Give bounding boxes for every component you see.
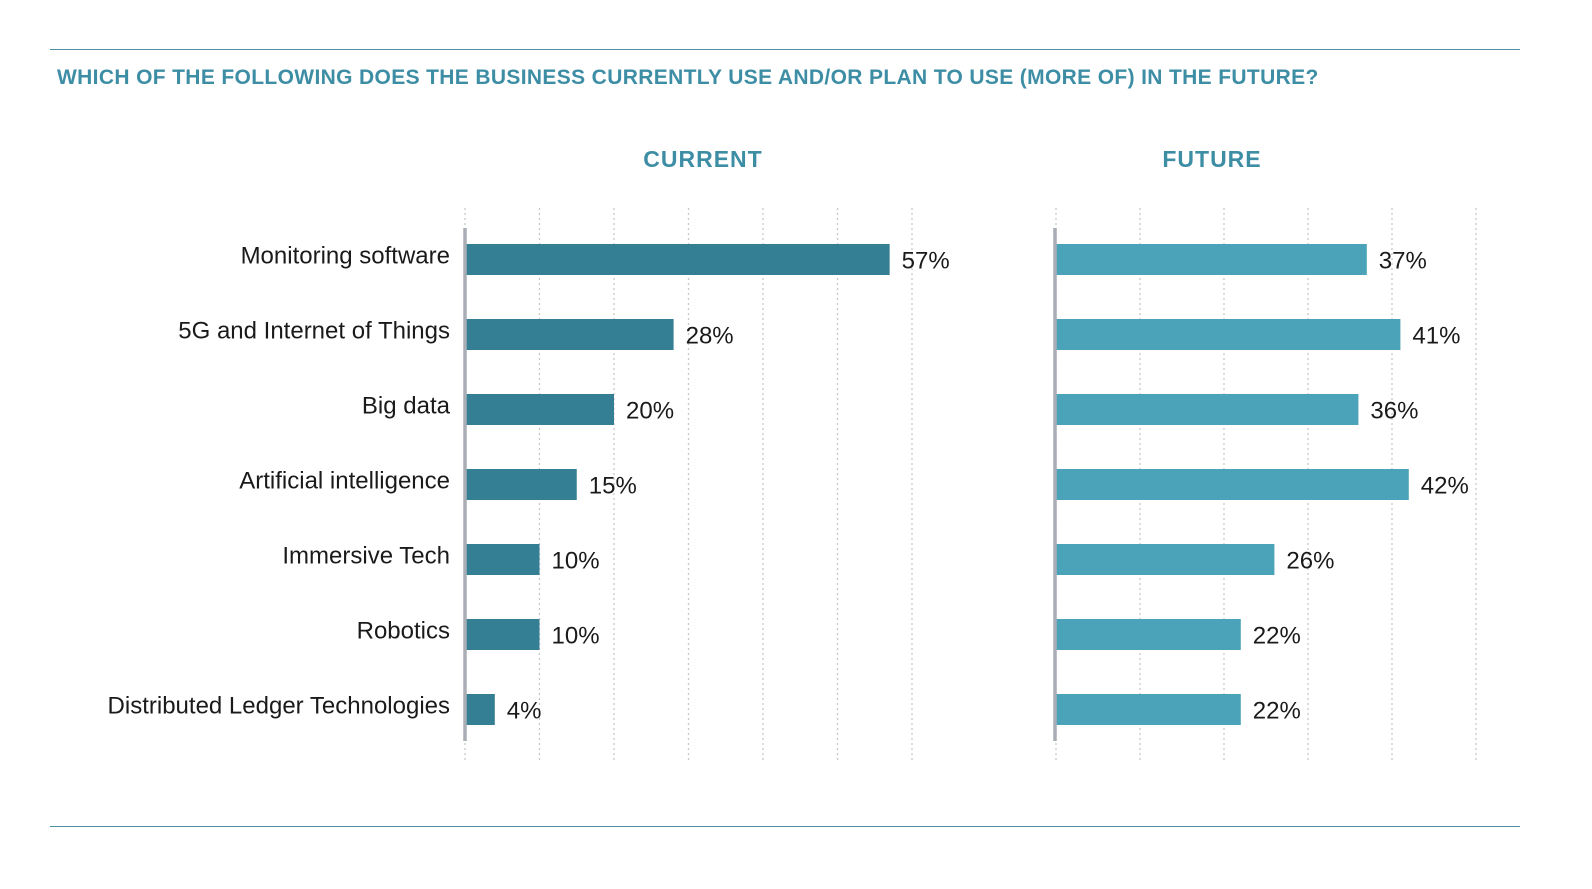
panel-title-current: CURRENT [643,146,762,172]
data-label: 26% [1286,548,1334,575]
bar-future [1056,544,1275,575]
data-label: 22% [1253,698,1301,725]
bar-future [1056,694,1241,725]
bottom-rule [50,826,1520,827]
value-labels-current: 57% 28% 20% 15% 10% 10% 4% [507,248,950,725]
bar-current [465,469,577,500]
data-label: 41% [1412,323,1460,350]
chart-question-title: WHICH OF THE FOLLOWING DOES THE BUSINESS… [57,66,1319,89]
category-label: 5G and Internet of Things [178,318,450,345]
data-label: 15% [589,473,637,500]
bar-current [465,544,540,575]
panel-future: FUTURE 37% 41% 36% 42% 26% 22% 22% [1053,146,1477,762]
bar-future [1056,394,1359,425]
bars-current [465,244,890,725]
data-label: 37% [1379,248,1427,275]
bar-future [1056,319,1401,350]
category-label: Immersive Tech [282,543,450,570]
data-label: 20% [626,398,674,425]
bar-future [1056,244,1367,275]
data-label: 42% [1421,473,1469,500]
category-label: Monitoring software [241,243,450,270]
top-rule [50,49,1520,50]
data-label: 22% [1253,623,1301,650]
data-label: 10% [552,548,600,575]
category-labels: Monitoring software 5G and Internet of Th… [108,243,451,720]
category-label: Robotics [357,618,450,645]
data-label: 36% [1370,398,1418,425]
bar-future [1056,469,1409,500]
bar-current [465,694,495,725]
bar-current [465,319,674,350]
bar-current [465,244,890,275]
bar-future [1056,619,1241,650]
data-label: 28% [686,323,734,350]
data-label: 57% [902,248,950,275]
bars-future [1056,244,1409,725]
category-label: Big data [362,393,451,420]
panel-current: CURRENT Monitoring software 5G and Intern… [108,146,950,762]
data-label: 4% [507,698,542,725]
panel-title-future: FUTURE [1162,146,1261,172]
bar-current [465,619,540,650]
category-label: Distributed Ledger Technologies [108,693,450,720]
data-label: 10% [552,623,600,650]
category-label: Artificial intelligence [239,468,450,495]
value-labels-future: 37% 41% 36% 42% 26% 22% 22% [1253,248,1469,725]
bar-current [465,394,614,425]
